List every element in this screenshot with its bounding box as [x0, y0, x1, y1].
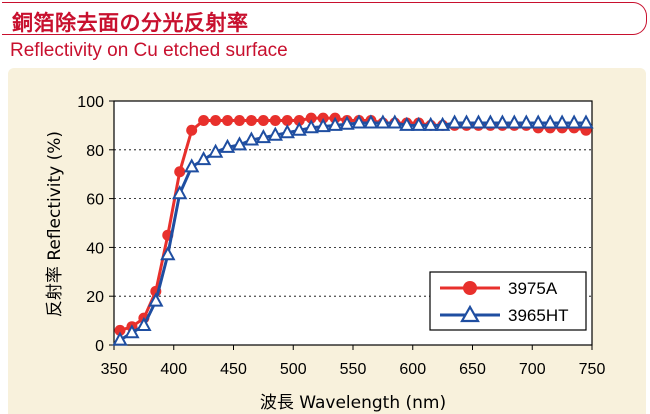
point-3965HT-655: [470, 114, 487, 129]
legend-label-3965HT: 3965HT: [508, 306, 568, 325]
x-tick-label-550: 550: [340, 361, 367, 378]
x-axis-label: 波長 Wavelength (nm): [260, 393, 446, 413]
point-3975A-465: [245, 115, 257, 127]
point-3965HT-735: [566, 114, 582, 129]
point-3965HT-435: [207, 143, 224, 158]
x-tick-label-500: 500: [280, 361, 307, 378]
y-tick-label-20: 20: [86, 289, 104, 306]
point-3965HT-665: [482, 114, 499, 129]
page-subtitle: Reflectivity on Cu etched surface: [10, 40, 288, 61]
y-tick-label-60: 60: [86, 192, 104, 209]
point-3975A-445: [222, 115, 234, 127]
point-3965HT-535: [327, 116, 343, 131]
series-group: [112, 112, 594, 346]
point-3975A-515: [305, 112, 317, 124]
point-3965HT-705: [530, 114, 546, 129]
point-3965HT-445: [219, 138, 236, 153]
point-3965HT-615: [423, 116, 439, 131]
point-3965HT-385: [148, 292, 164, 307]
page-title: 銅箔除去面の分光反射率: [12, 11, 249, 35]
legend-marker-3975A: [463, 281, 477, 295]
title-bar: 銅箔除去面の分光反射率: [2, 2, 647, 35]
point-3965HT-455: [231, 136, 248, 151]
point-3965HT-465: [243, 131, 260, 146]
point-3965HT-515: [303, 119, 319, 134]
point-3975A-495: [281, 115, 293, 127]
point-3965HT-395: [160, 246, 176, 261]
point-3965HT-635: [446, 114, 463, 129]
point-3965HT-565: [363, 114, 379, 129]
point-3965HT-475: [255, 129, 272, 144]
point-3975A-425: [198, 115, 210, 127]
x-tick-label-350: 350: [101, 361, 128, 378]
point-3965HT-725: [554, 114, 570, 129]
x-tick-label-750: 750: [579, 361, 606, 378]
y-tick-label-0: 0: [95, 338, 104, 355]
point-3965HT-695: [518, 114, 534, 129]
point-3965HT-485: [267, 126, 283, 141]
x-tick-label-650: 650: [459, 361, 486, 378]
point-3965HT-415: [184, 158, 200, 173]
y-tick-label-100: 100: [77, 94, 104, 111]
y-axis-ticks: 0 20 40 60 80 100: [77, 94, 114, 355]
point-3975A-475: [257, 115, 269, 127]
point-3975A-485: [269, 115, 281, 127]
point-3965HT-365: [124, 324, 140, 339]
point-3965HT-745: [578, 114, 594, 129]
x-tick-label-700: 700: [519, 361, 546, 378]
y-tick-label-40: 40: [86, 240, 104, 257]
x-axis-ticks: 350 400 450 500 550 600 650 700 750: [101, 345, 606, 378]
point-3975A-505: [293, 115, 305, 127]
point-3965HT-645: [458, 114, 475, 129]
legend-marker-3965HT: [460, 304, 480, 323]
y-axis-label: 反射率 Reflectivity (%): [45, 131, 65, 317]
point-3975A-405: [174, 166, 186, 178]
legend-label-3975A: 3975A: [508, 279, 558, 298]
point-3965HT-685: [506, 114, 522, 129]
point-3975A-435: [210, 115, 222, 127]
point-3965HT-595: [399, 116, 415, 131]
point-3965HT-545: [339, 115, 355, 130]
point-3965HT-505: [291, 121, 307, 136]
point-3965HT-585: [387, 114, 403, 129]
point-3965HT-405: [172, 185, 188, 200]
legend-box: [429, 271, 587, 331]
point-3965HT-355: [112, 331, 128, 346]
y-tick-label-80: 80: [86, 143, 104, 160]
point-3965HT-605: [411, 116, 427, 131]
point-3965HT-375: [136, 316, 152, 331]
point-3965HT-675: [494, 114, 511, 129]
point-3975A-455: [233, 115, 245, 127]
point-3965HT-495: [279, 124, 295, 139]
point-3975A-415: [186, 124, 198, 136]
point-3965HT-575: [375, 114, 391, 129]
point-3965HT-525: [315, 118, 331, 133]
point-3975A-355: [114, 324, 126, 336]
point-3965HT-555: [351, 114, 367, 129]
point-3965HT-425: [195, 151, 212, 166]
legend: 3975A 3965HT: [429, 271, 587, 331]
x-tick-label-600: 600: [399, 361, 426, 378]
point-3965HT-715: [542, 114, 558, 129]
x-tick-label-450: 450: [220, 361, 247, 378]
point-3965HT-625: [434, 116, 451, 131]
x-tick-label-400: 400: [160, 361, 187, 378]
